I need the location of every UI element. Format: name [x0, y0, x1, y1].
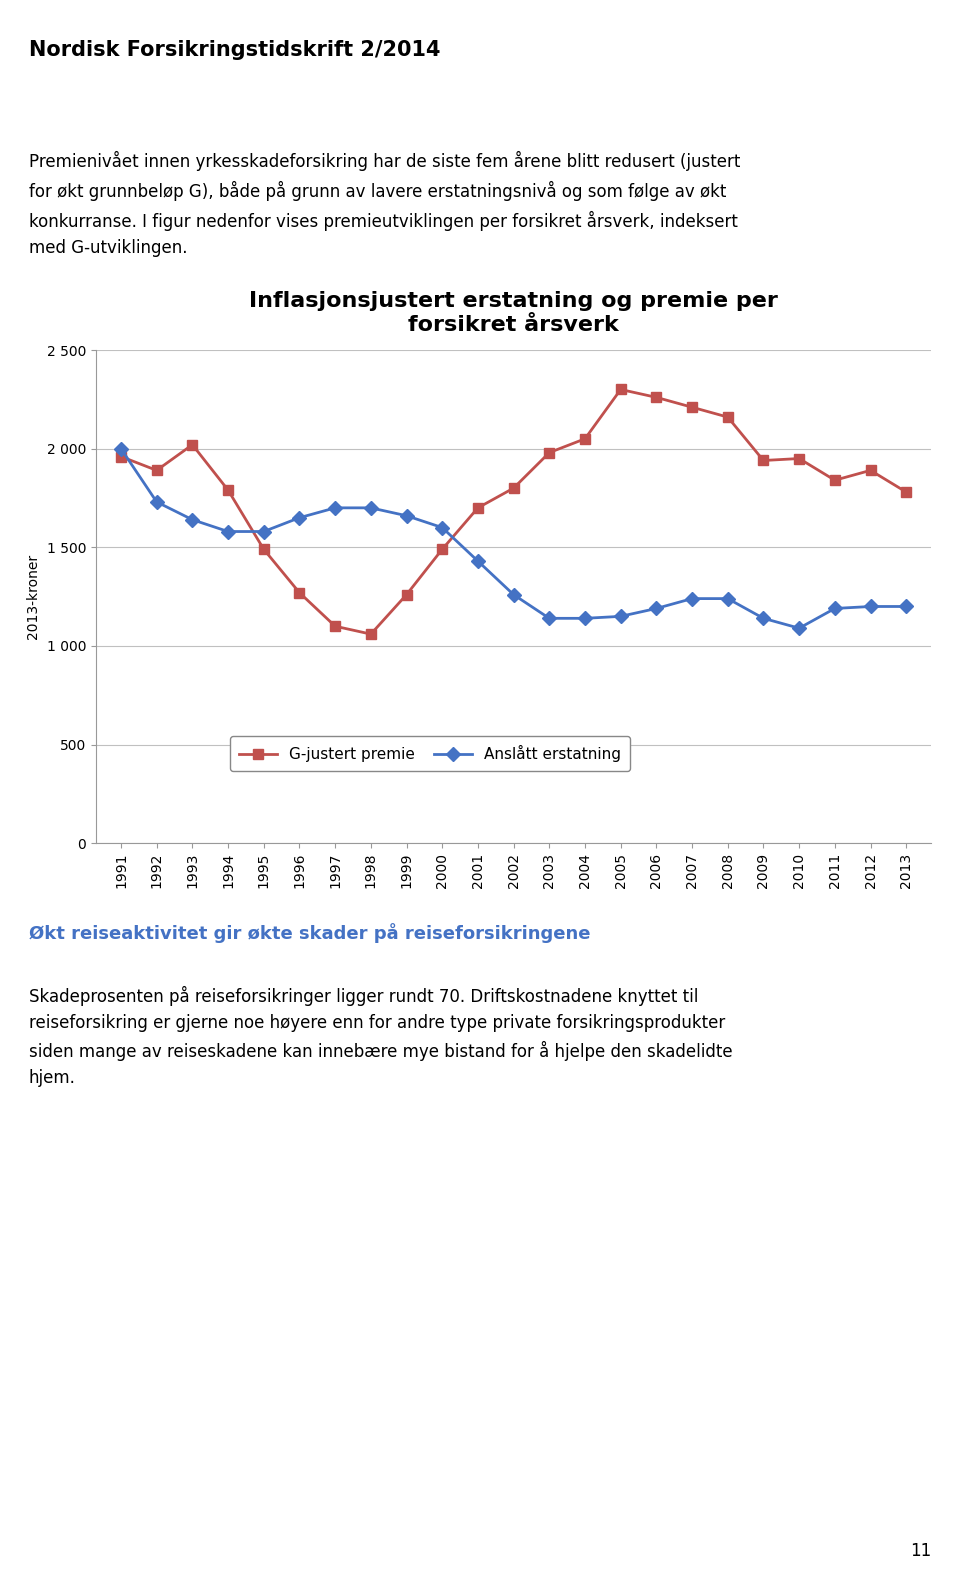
- G-justert premie: [472, 498, 484, 517]
- Anslått erstatning: [865, 597, 876, 616]
- Line: G-justert premie: G-justert premie: [116, 385, 911, 640]
- Anslått erstatning: [151, 492, 162, 511]
- G-justert premie: [258, 539, 270, 558]
- G-justert premie: [865, 461, 876, 480]
- G-justert premie: [400, 585, 412, 605]
- G-justert premie: [115, 447, 127, 466]
- Legend: G-justert premie, Anslått erstatning: G-justert premie, Anslått erstatning: [229, 737, 631, 772]
- Text: Skadeprosenten på reiseforsikringer ligger rundt 70. Driftskostnadene knyttet ti: Skadeprosenten på reiseforsikringer ligg…: [29, 986, 732, 1087]
- Anslått erstatning: [258, 522, 270, 541]
- Anslått erstatning: [400, 506, 412, 525]
- Anslått erstatning: [186, 511, 198, 530]
- Anslått erstatning: [543, 609, 555, 628]
- G-justert premie: [829, 471, 841, 490]
- Anslått erstatning: [294, 508, 305, 527]
- Text: Premienivået innen yrkesskadeforsikring har de siste fem årene blitt redusert (j: Premienivået innen yrkesskadeforsikring …: [29, 151, 740, 258]
- G-justert premie: [757, 450, 769, 469]
- G-justert premie: [615, 380, 627, 399]
- G-justert premie: [223, 480, 234, 500]
- Anslått erstatning: [508, 585, 519, 605]
- G-justert premie: [543, 442, 555, 461]
- Text: Nordisk Forsikringstidskrift 2/2014: Nordisk Forsikringstidskrift 2/2014: [29, 40, 441, 60]
- G-justert premie: [186, 436, 198, 455]
- Anslått erstatning: [472, 552, 484, 571]
- Anslått erstatning: [722, 589, 733, 608]
- Anslått erstatning: [329, 498, 341, 517]
- Line: Anslått erstatning: Anslått erstatning: [116, 444, 911, 633]
- Title: Inflasjonsjustert erstatning og premie per
forsikret årsverk: Inflasjonsjustert erstatning og premie p…: [250, 291, 778, 334]
- Anslått erstatning: [365, 498, 376, 517]
- G-justert premie: [686, 398, 698, 417]
- Anslått erstatning: [793, 619, 804, 638]
- Anslått erstatning: [579, 609, 590, 628]
- Text: Økt reiseaktivitet gir økte skader på reiseforsikringene: Økt reiseaktivitet gir økte skader på re…: [29, 923, 590, 943]
- G-justert premie: [437, 539, 448, 558]
- Anslått erstatning: [437, 519, 448, 538]
- Anslått erstatning: [757, 609, 769, 628]
- Anslått erstatning: [115, 439, 127, 458]
- G-justert premie: [294, 584, 305, 603]
- Anslått erstatning: [686, 589, 698, 608]
- G-justert premie: [793, 449, 804, 468]
- G-justert premie: [329, 617, 341, 636]
- Text: 11: 11: [910, 1542, 931, 1561]
- G-justert premie: [722, 407, 733, 426]
- G-justert premie: [151, 461, 162, 480]
- Y-axis label: 2013-kroner: 2013-kroner: [26, 554, 39, 640]
- G-justert premie: [900, 482, 912, 501]
- Anslått erstatning: [900, 597, 912, 616]
- Anslått erstatning: [615, 606, 627, 625]
- G-justert premie: [508, 479, 519, 498]
- Anslått erstatning: [223, 522, 234, 541]
- G-justert premie: [651, 388, 662, 407]
- Anslått erstatning: [829, 598, 841, 617]
- Anslått erstatning: [651, 598, 662, 617]
- G-justert premie: [579, 430, 590, 449]
- G-justert premie: [365, 625, 376, 644]
